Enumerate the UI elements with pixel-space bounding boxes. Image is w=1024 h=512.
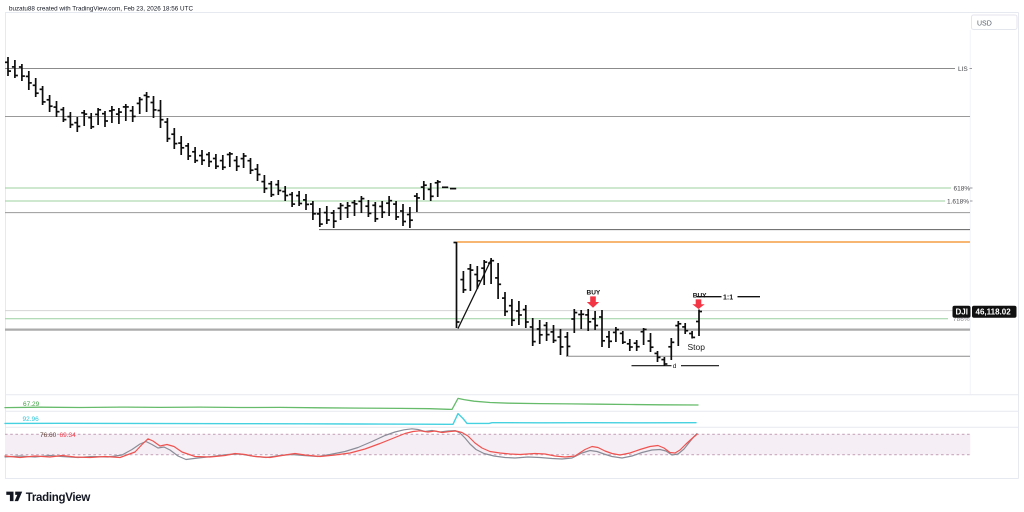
svg-text:LIS: LIS [958, 66, 968, 73]
svg-text:DJI: DJI [956, 308, 968, 317]
svg-text:TradingView: TradingView [26, 492, 91, 504]
svg-text:69.34: 69.34 [60, 432, 77, 439]
svg-text:d: d [673, 363, 677, 370]
svg-text:BUY: BUY [587, 289, 601, 296]
svg-text:buzatu88 created with TradingV: buzatu88 created with TradingView.com, F… [9, 6, 193, 13]
svg-text:Stop: Stop [688, 342, 706, 352]
svg-text:1:1: 1:1 [723, 295, 733, 302]
svg-text:92.96: 92.96 [23, 416, 40, 423]
svg-text:46,118.02: 46,118.02 [976, 308, 1012, 317]
svg-text:1.618%: 1.618% [947, 198, 969, 205]
svg-text:618%: 618% [954, 185, 971, 192]
svg-text:USD: USD [977, 21, 992, 28]
svg-text:76.60: 76.60 [40, 432, 57, 439]
svg-text:786%: 786% [953, 316, 970, 323]
svg-text:BUY: BUY [693, 292, 707, 299]
svg-text:67.29: 67.29 [23, 401, 40, 408]
